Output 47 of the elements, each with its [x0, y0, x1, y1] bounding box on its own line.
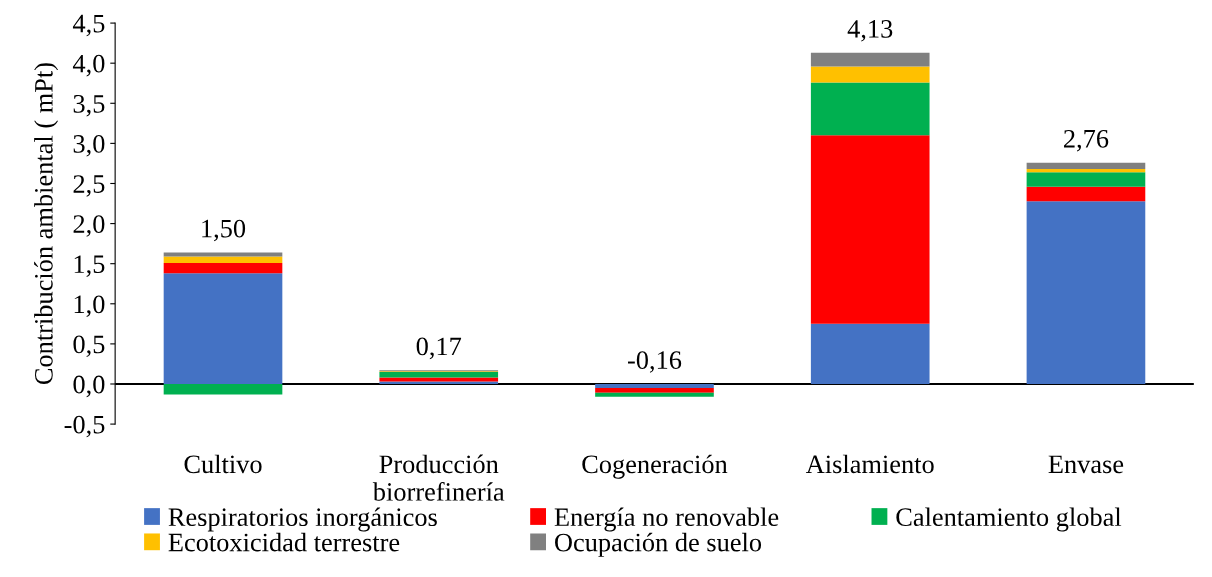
- bar: [810, 323, 930, 384]
- x-tick-label: Aislamiento: [805, 454, 934, 474]
- y-tick-label: 4,5: [72, 14, 105, 37]
- bar: [379, 371, 499, 378]
- y-tick-label: 1,5: [74, 255, 105, 277]
- bar: [810, 52, 930, 67]
- y-tick-label: 0,5: [73, 335, 105, 358]
- total-label: -0,16: [627, 351, 682, 373]
- bar: [163, 383, 283, 395]
- bar: [1026, 172, 1146, 187]
- bar: [595, 388, 714, 393]
- legend-label: Respiratorios inorgánicos: [168, 507, 437, 532]
- y-tick-label: 2,5: [73, 175, 105, 197]
- total-label: 1,50: [202, 219, 246, 242]
- y-tick-label: 4,0: [72, 54, 105, 77]
- x-tick-label: Producción biorrefinería: [372, 454, 505, 501]
- total-label: 2,76: [1064, 129, 1109, 152]
- bar: [1026, 162, 1146, 170]
- bar: [810, 66, 930, 83]
- legend-label: Ecotoxicidad terrestre: [168, 532, 400, 552]
- y-tick-label: 3,0: [73, 134, 105, 157]
- legend-label: Ocupación de suelo: [555, 532, 762, 557]
- y-tick-label: 1,0: [74, 295, 105, 317]
- bar: [1026, 201, 1146, 384]
- bar: [810, 82, 930, 136]
- bar: [595, 383, 714, 388]
- bar: [163, 273, 283, 384]
- y-tick-label: 3,5: [73, 94, 105, 117]
- x-tick-label: Envase: [1048, 455, 1124, 474]
- y-tick-label: -0,5: [64, 415, 105, 438]
- bar: [1026, 169, 1146, 173]
- x-tick-label: Cultivo: [184, 454, 262, 474]
- bar: [163, 262, 283, 274]
- bar: [810, 135, 930, 324]
- bar: [163, 256, 283, 263]
- bar: [379, 377, 499, 382]
- legend-label: Energía no renovable: [554, 507, 779, 532]
- bar: [595, 392, 714, 397]
- legend-label: Calentamiento global: [896, 507, 1122, 532]
- y-axis-title: Contribución ambiental ( mPt): [34, 63, 59, 385]
- total-label: 4,13: [847, 20, 893, 42]
- total-label: 0,17: [416, 337, 462, 360]
- bar: [1026, 186, 1146, 202]
- y-tick-label: 2,0: [73, 215, 105, 237]
- x-tick-label: Cogeneración: [582, 454, 728, 479]
- y-tick-label: 0,0: [73, 375, 105, 398]
- bar: [163, 252, 283, 257]
